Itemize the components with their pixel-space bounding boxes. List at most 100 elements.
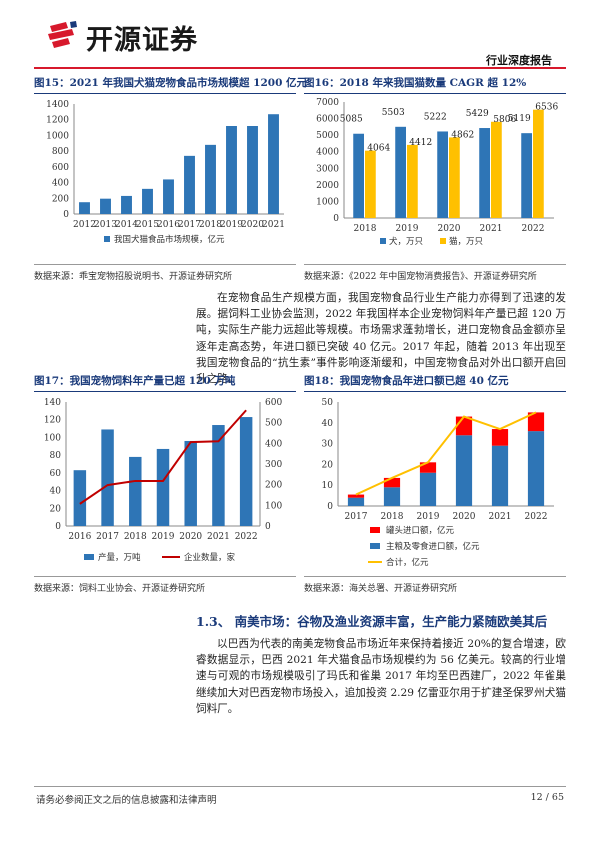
y-tick-label: 600 bbox=[52, 163, 69, 173]
y-tick-label-left: 80 bbox=[50, 451, 62, 461]
y-tick-label-left: 40 bbox=[50, 487, 62, 497]
bar bbox=[521, 133, 532, 218]
legend-label: 产量，万吨 bbox=[98, 552, 141, 563]
bar bbox=[121, 195, 132, 214]
company-name: 开源证券 bbox=[86, 25, 198, 56]
y-tick-label: 0 bbox=[63, 210, 69, 220]
legend-swatch bbox=[104, 236, 110, 242]
legend-swatch bbox=[84, 554, 94, 560]
y-tick-label: 800 bbox=[52, 147, 69, 157]
y-tick-label-right: 300 bbox=[265, 460, 282, 470]
data-label: 6536 bbox=[535, 103, 558, 113]
x-tick-label: 2020 bbox=[438, 224, 461, 234]
data-label: 4064 bbox=[367, 144, 390, 154]
legend-swatch bbox=[440, 238, 446, 244]
y-tick-label: 1200 bbox=[46, 116, 69, 126]
x-tick-label: 2021 bbox=[207, 532, 230, 542]
section-heading: 1.3、 南美市场：谷物及渔业资源丰富，生产能力紧随欧美其后 bbox=[196, 614, 548, 629]
page-number: 12 / 65 bbox=[530, 792, 564, 803]
data-label: 4862 bbox=[451, 130, 474, 140]
y-tick-label-left: 120 bbox=[44, 416, 61, 426]
fig15-title: 图15：2021 年我国犬猫宠物食品市场规模超 1200 亿元 bbox=[34, 74, 307, 94]
fig18-chart: 0 10 20 30 40 50 2017 2018 2019 2020 2021 2022 罐头进口额… bbox=[322, 398, 554, 568]
x-tick-label: 2013 bbox=[94, 220, 117, 230]
x-tick-label: 2017 bbox=[178, 220, 201, 230]
y-tick-label-left: 20 bbox=[50, 504, 62, 514]
legend-label: 我国犬猫食品市场规模，亿元 bbox=[114, 234, 225, 245]
bar-segment bbox=[347, 497, 365, 506]
fig16-source: 数据来源：《2022 年中国宠物消费报告》、开源证券研究所 bbox=[304, 264, 566, 282]
bar-segment bbox=[527, 412, 545, 432]
fig15-source: 数据来源：乖宝宠物招股说明书、开源证券研究所 bbox=[34, 264, 296, 282]
fig18-source: 数据来源：海关总署、开源证券研究所 bbox=[304, 576, 566, 594]
bar-segment bbox=[383, 487, 401, 506]
bar bbox=[73, 470, 87, 526]
x-tick-label: 2019 bbox=[396, 224, 419, 234]
y-tick-label: 7000 bbox=[316, 98, 339, 108]
y-tick-label: 1000 bbox=[316, 197, 339, 207]
y-tick-label: 400 bbox=[52, 179, 69, 189]
bar bbox=[533, 109, 544, 218]
legend-label: 犬，万只 bbox=[389, 236, 424, 247]
bar bbox=[101, 429, 114, 526]
bar bbox=[479, 128, 490, 218]
fig17-source: 数据来源：饲料工业协会、开源证券研究所 bbox=[34, 576, 296, 594]
x-tick-label: 2021 bbox=[262, 220, 285, 230]
legend-label: 企业数量，家 bbox=[184, 552, 236, 563]
x-tick-label: 2017 bbox=[96, 532, 119, 542]
data-label: 5503 bbox=[382, 108, 405, 118]
bar-segment bbox=[419, 462, 437, 473]
bar bbox=[184, 155, 195, 214]
bar bbox=[226, 126, 237, 214]
legend-label: 猫，万只 bbox=[449, 236, 484, 247]
x-tick-label: 2018 bbox=[124, 532, 147, 542]
bar bbox=[353, 133, 364, 218]
y-tick-label-right: 500 bbox=[265, 419, 282, 429]
bar bbox=[142, 188, 153, 214]
bar bbox=[129, 456, 142, 526]
report-type-label: 行业深度报告 bbox=[486, 54, 552, 67]
y-tick-label: 0 bbox=[333, 214, 339, 224]
legend-label: 罐头进口额，亿元 bbox=[386, 525, 455, 536]
y-tick-label: 1400 bbox=[46, 100, 69, 110]
y-tick-label: 40 bbox=[322, 419, 334, 429]
x-tick-label: 2015 bbox=[136, 220, 159, 230]
y-tick-label: 30 bbox=[322, 440, 334, 450]
x-tick-label: 2019 bbox=[417, 512, 440, 522]
x-tick-label: 2016 bbox=[157, 220, 180, 230]
bar bbox=[449, 137, 460, 218]
y-tick-label: 4000 bbox=[316, 148, 339, 158]
body-paragraph-1: 在宠物食品生产规模方面，我国宠物食品行业生产能力亦得到了迅速的发展。据饲料工业协… bbox=[196, 292, 566, 386]
bar bbox=[212, 425, 225, 526]
legend-label: 合计，亿元 bbox=[386, 557, 429, 568]
data-label: 5085 bbox=[340, 115, 363, 125]
y-tick-label: 2000 bbox=[316, 181, 339, 191]
x-tick-label: 2012 bbox=[73, 220, 96, 230]
bar-segment bbox=[491, 445, 509, 506]
y-tick-label: 1000 bbox=[46, 131, 69, 141]
data-label: 4412 bbox=[409, 138, 432, 148]
x-tick-label: 2014 bbox=[115, 220, 138, 230]
fig17-title: 图17：我国宠物饲料年产量已超 120 万吨 bbox=[34, 372, 296, 392]
company-logo-icon bbox=[48, 21, 77, 48]
fig17-chart: 0 20 40 60 80 100 120 140 0 100 200 300 400 500 600 201… bbox=[44, 398, 283, 563]
y-tick-label-right: 100 bbox=[265, 501, 282, 511]
x-tick-label: 2021 bbox=[489, 512, 512, 522]
y-tick-label: 6000 bbox=[316, 115, 339, 125]
y-tick-label-right: 200 bbox=[265, 481, 282, 491]
bar bbox=[205, 144, 216, 214]
legend-swatch bbox=[370, 543, 380, 549]
bar bbox=[407, 144, 418, 218]
y-tick-label: 200 bbox=[52, 194, 69, 204]
y-tick-label: 10 bbox=[322, 481, 334, 491]
bar-segment bbox=[419, 472, 437, 506]
x-tick-label: 2022 bbox=[522, 224, 545, 234]
x-tick-label: 2019 bbox=[152, 532, 175, 542]
x-tick-label: 2018 bbox=[199, 220, 222, 230]
y-tick-label: 20 bbox=[322, 460, 334, 470]
bar-segment bbox=[491, 429, 509, 446]
bar bbox=[268, 114, 279, 214]
x-tick-label: 2022 bbox=[235, 532, 258, 542]
series-line bbox=[355, 411, 537, 496]
